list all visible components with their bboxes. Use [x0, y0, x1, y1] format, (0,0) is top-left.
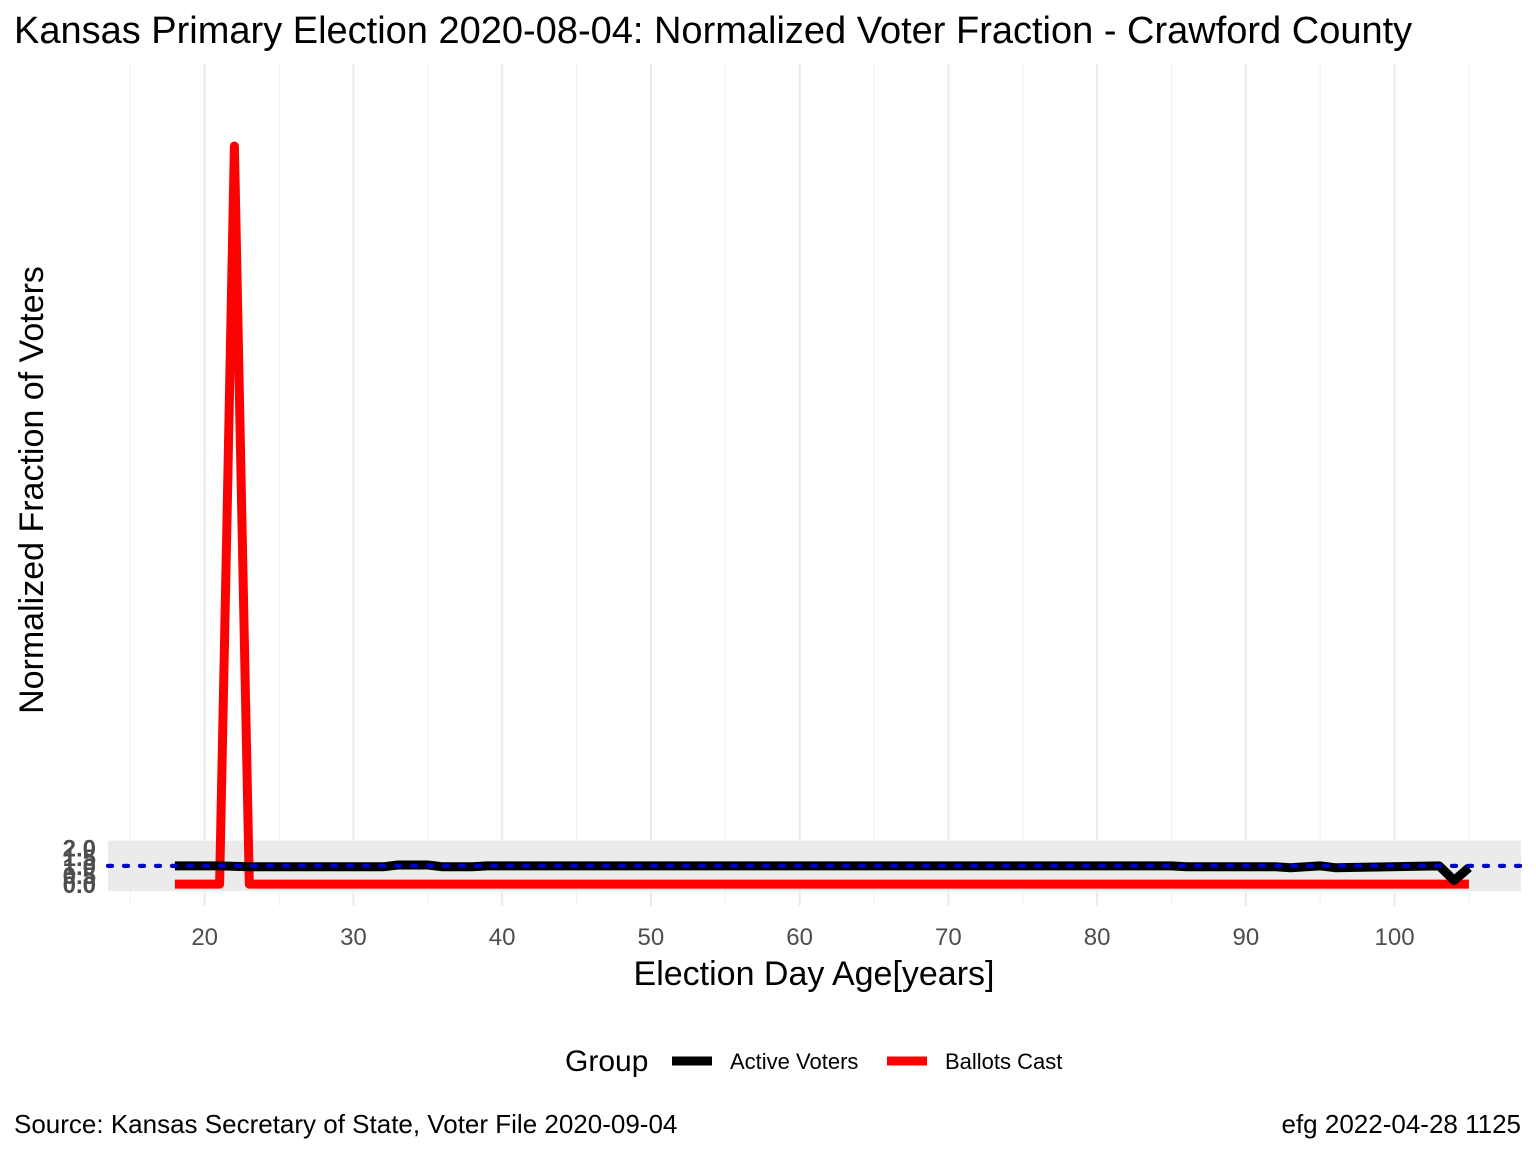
x-axis-ticks: 20 30 40 50 60 70 80 90 100	[191, 924, 1414, 951]
legend-label: Active Voters	[730, 1049, 858, 1074]
y-axis-ticks: 0.00.51.01.52.0	[63, 836, 96, 899]
y-tick-label: 1.0	[63, 854, 96, 881]
y-axis-title: Normalized Fraction of Voters	[13, 266, 51, 714]
y-tick-label: 2.0	[63, 836, 96, 863]
series-layer	[106, 141, 1523, 889]
x-tick-label: 80	[1084, 924, 1111, 951]
x-tick-label: 100	[1375, 924, 1415, 951]
legend: Group Active Voters Ballots Cast	[565, 1045, 1062, 1078]
source-caption: Source: Kansas Secretary of State, Voter…	[14, 1109, 677, 1139]
x-tick-label: 50	[638, 924, 665, 951]
gridlines	[129, 64, 1470, 906]
x-tick-label: 30	[340, 924, 367, 951]
y-tick-label: 0.5	[63, 863, 96, 890]
y-tick-label: 1.5	[63, 845, 96, 872]
y-tick-label: 0.0	[63, 872, 96, 899]
x-tick-label: 20	[191, 924, 218, 951]
plot-panel	[106, 64, 1523, 906]
chart-title: Kansas Primary Election 2020-08-04: Norm…	[14, 10, 1412, 52]
x-tick-label: 90	[1232, 924, 1259, 951]
credit-caption: efg 2022-04-28 1125	[1282, 1109, 1522, 1139]
series-line-ballots-cast	[174, 141, 1469, 889]
x-tick-label: 60	[786, 924, 813, 951]
legend-label: Ballots Cast	[945, 1049, 1062, 1074]
x-tick-label: 70	[935, 924, 962, 951]
x-tick-label: 40	[489, 924, 516, 951]
legend-title: Group	[565, 1045, 648, 1078]
x-axis-title: Election Day Age[years]	[634, 955, 995, 993]
